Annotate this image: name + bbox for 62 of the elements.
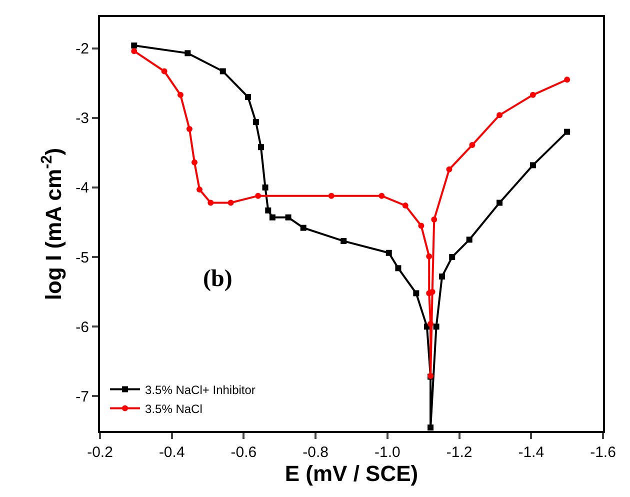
point (386, 250, 392, 256)
point (433, 324, 440, 330)
x-tick-label: -1.0 (374, 444, 400, 461)
point (161, 68, 168, 74)
y-tick-label: -7 (76, 388, 89, 406)
point (186, 126, 192, 132)
point (466, 236, 472, 243)
point (428, 424, 434, 431)
point (340, 238, 347, 244)
point (496, 112, 503, 118)
point (131, 48, 138, 54)
annotation: (b) (203, 266, 232, 292)
point (530, 92, 536, 98)
point (245, 94, 252, 100)
point (439, 274, 446, 280)
x-tick-label: -0.8 (302, 444, 328, 461)
y-tick-label: -3 (76, 110, 89, 128)
point (191, 159, 198, 166)
point (418, 222, 424, 229)
x-tick-label: -1.4 (518, 444, 544, 461)
point (196, 186, 203, 193)
point (269, 214, 276, 220)
point (402, 202, 408, 209)
y-tick-label: -5 (76, 249, 89, 266)
x-tick-label: -0.2 (87, 444, 113, 461)
point (564, 76, 570, 83)
point (252, 119, 259, 126)
point (177, 92, 184, 98)
y-tick-label: -4 (76, 180, 89, 197)
legend-label: 3.5% NaCl+ Inhibitor (145, 382, 256, 397)
y-tick-label: -2 (76, 40, 89, 58)
point (431, 216, 438, 222)
legend-label: 3.5% NaCl (145, 402, 202, 416)
point (564, 128, 570, 135)
point (220, 68, 226, 74)
point (258, 144, 264, 150)
point (300, 224, 306, 231)
point (413, 290, 420, 296)
point (131, 42, 138, 49)
point (530, 162, 536, 168)
point (395, 265, 402, 272)
point (255, 192, 262, 199)
point (446, 166, 452, 172)
point (265, 207, 272, 214)
point (184, 50, 191, 56)
point (378, 192, 385, 199)
point (262, 184, 268, 190)
point (426, 253, 432, 260)
point (208, 200, 214, 206)
x-tick-label: -0.4 (158, 444, 185, 461)
x-axis-title: E (mV / SCE) (284, 461, 418, 486)
point (496, 200, 503, 206)
x-tick-label: -1.6 (590, 444, 616, 461)
point (228, 200, 234, 206)
y-tick-label: -6 (76, 318, 89, 336)
x-tick-label: -1.2 (446, 444, 472, 461)
point (469, 142, 476, 148)
point (328, 192, 334, 199)
point (285, 214, 292, 220)
x-tick-label: -0.6 (230, 444, 257, 461)
point (449, 254, 456, 260)
point (428, 320, 434, 327)
